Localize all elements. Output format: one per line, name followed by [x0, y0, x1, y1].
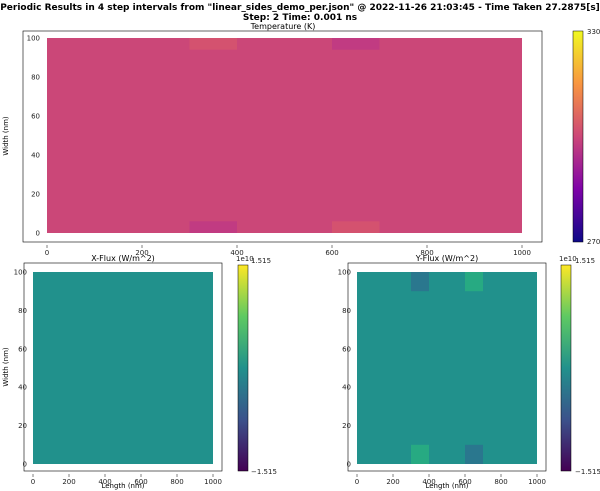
yflux-y-ticks: 0 20 40 60 80 100 [338, 269, 351, 469]
x-tick-label: 600 [458, 478, 471, 486]
x-tick-label: 0 [45, 249, 49, 257]
y-tick-label: 80 [342, 307, 351, 315]
y-tick-label: 20 [342, 422, 351, 430]
xflux-xlabel: Length (nm) [101, 482, 144, 490]
x-tick-label: 600 [325, 249, 338, 257]
yflux-colorbar [560, 264, 572, 472]
heatmap-region-0 [411, 272, 429, 292]
yflux-colorbar-multiplier: 1e10 [559, 255, 577, 263]
temperature-x-ticks: 0 200 400 600 800 1000 [45, 245, 531, 257]
heatmap-region-3 [332, 221, 380, 233]
yflux-colorbar-min: −1.515 [575, 468, 600, 476]
xflux-title: X-Flux (W/m^2) [91, 254, 155, 263]
temperature-colorbar-max: 330 [587, 28, 600, 36]
x-tick-label: 1000 [513, 249, 531, 257]
xflux-ylabel: Width (nm) [2, 347, 10, 387]
heatmap-region-1 [465, 272, 483, 292]
yflux-heatmap [357, 272, 537, 464]
xflux-colorbar [237, 264, 249, 472]
x-tick-label: 800 [494, 478, 507, 486]
x-tick-label: 400 [230, 249, 243, 257]
heatmap-region-0 [189, 38, 237, 50]
y-tick-label: 0 [36, 230, 40, 238]
y-tick-label: 60 [342, 345, 351, 353]
yflux-title: Y-Flux (W/m^2) [415, 254, 478, 263]
temperature-colorbar [572, 30, 584, 243]
xflux-colorbar-multiplier: 1e10 [236, 255, 254, 263]
x-tick-label: 200 [135, 249, 148, 257]
y-tick-label: 80 [31, 74, 40, 82]
y-tick-label: 100 [27, 35, 40, 43]
heatmap-base-field [33, 272, 213, 464]
y-tick-label: 100 [14, 269, 27, 277]
x-tick-label: 600 [134, 478, 147, 486]
y-tick-label: 40 [31, 152, 40, 160]
y-tick-label: 0 [23, 461, 27, 469]
heatmap-base-field [357, 272, 537, 464]
temperature-axes-frame [22, 30, 543, 243]
x-tick-label: 1000 [528, 478, 546, 486]
heatmap-region-3 [465, 444, 483, 464]
temperature-panel: Temperature (K) 0 200 400 600 800 1000 0 20 40 6… [2, 22, 600, 257]
temperature-colorbar-min: 270 [587, 238, 600, 246]
x-tick-label: 400 [422, 478, 435, 486]
suptitle-line1: Periodic Results in 4 step intervals fro… [0, 3, 600, 13]
x-tick-label: 800 [420, 249, 433, 257]
heatmap-region-1 [332, 38, 380, 50]
temperature-heatmap [47, 38, 522, 233]
y-tick-label: 40 [18, 384, 27, 392]
xflux-heatmap [33, 272, 213, 464]
heatmap-region-2 [189, 221, 237, 233]
x-tick-label: 0 [31, 478, 35, 486]
x-tick-label: 0 [355, 478, 359, 486]
y-tick-label: 60 [18, 345, 27, 353]
y-tick-label: 20 [31, 191, 40, 199]
xflux-x-ticks: 0 200 400 600 800 1000 [31, 474, 222, 486]
y-tick-label: 80 [18, 307, 27, 315]
heatmap-region-2 [411, 444, 429, 464]
x-tick-label: 800 [170, 478, 183, 486]
xflux-axes-frame [23, 262, 223, 472]
x-tick-label: 200 [62, 478, 75, 486]
yflux-axes-frame [347, 262, 547, 472]
xflux-colorbar-min: −1.515 [251, 468, 277, 476]
yflux-x-ticks: 0 200 400 600 800 1000 [355, 474, 546, 486]
yflux-xlabel: Length (nm) [425, 482, 468, 490]
xflux-y-ticks: 0 20 40 60 80 100 [14, 269, 27, 469]
yflux-panel: Y-Flux (W/m^2) 0 200 400 600 800 1000 0 20 40 60… [338, 254, 600, 490]
y-tick-label: 100 [338, 269, 351, 277]
x-tick-label: 400 [98, 478, 111, 486]
yflux-colorbar-max: 1.515 [575, 257, 595, 265]
temperature-title: Temperature (K) [250, 22, 316, 31]
y-tick-label: 0 [347, 461, 351, 469]
heatmap-base-field [47, 38, 522, 233]
x-tick-label: 200 [386, 478, 399, 486]
y-tick-label: 40 [342, 384, 351, 392]
temperature-y-ticks: 0 20 40 60 80 100 [27, 35, 40, 238]
xflux-colorbar-max: 1.515 [251, 257, 271, 265]
x-tick-label: 1000 [204, 478, 222, 486]
suptitle-line2: Step: 2 Time: 0.001 ns [243, 13, 357, 23]
temperature-ylabel: Width (nm) [2, 116, 10, 156]
y-tick-label: 20 [18, 422, 27, 430]
y-tick-label: 60 [31, 113, 40, 121]
xflux-panel: X-Flux (W/m^2) 0 200 400 600 800 1000 0 20 40 60… [2, 254, 277, 490]
